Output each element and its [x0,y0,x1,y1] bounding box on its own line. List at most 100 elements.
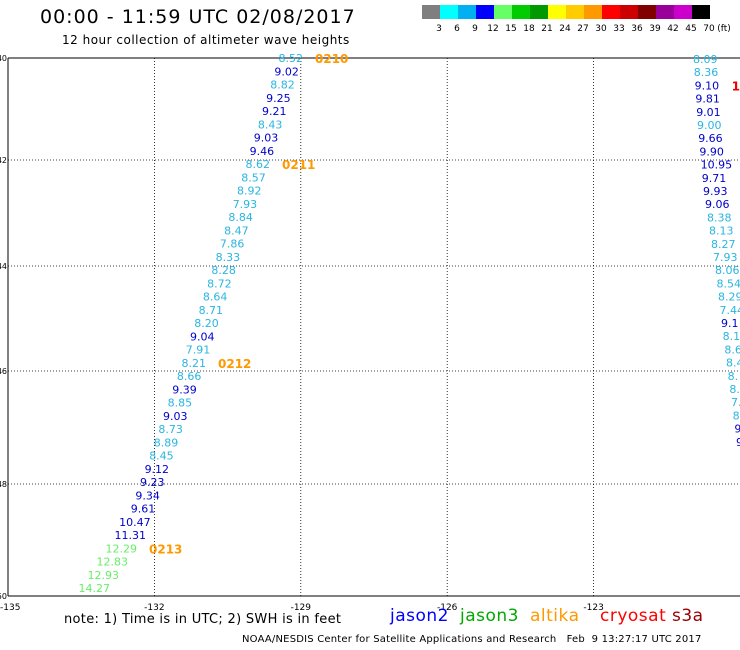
track2-wave-height: 7.93 [713,251,738,264]
track2-wave-height: 9. [734,423,740,436]
latitude-tick-label: 50 [0,592,7,601]
colorbar-tick-label: 27 [577,24,588,34]
track2-time-label: 1- [732,79,740,93]
colorbar-tick-label: 6 [454,24,460,34]
longitude-tick-label: -123 [583,603,603,613]
track1-wave-height: 9.21 [262,105,287,118]
colorbar-tick-label: 36 [631,24,643,34]
track2-wave-height: 8.36 [694,66,719,79]
track1-wave-height: 8.47 [224,224,249,237]
track1-wave-height: 8.92 [237,185,262,198]
track1-wave-height: 9.34 [135,489,160,502]
colorbar-swatch [458,5,476,19]
colorbar-swatch [602,5,620,19]
track1-wave-height: 8.71 [199,304,224,317]
latitude-tick-label: 48 [0,480,7,489]
colorbar-tick-label: 30 [595,24,607,34]
track1-wave-height: 8.21 [182,357,207,370]
track1-wave-height: 8.82 [270,79,295,92]
colorbar-tick-label: 15 [505,24,516,34]
track1-wave-height: 8.89 [154,436,179,449]
legend-altika: altika [530,606,580,626]
track2-wave-height: 9.1 [721,317,739,330]
track1-wave-height: 9.46 [250,145,275,158]
track2-wave-height: 9.71 [702,172,727,185]
track1-wave-height: 8.64 [203,291,228,304]
track1-wave-height: 9.02 [274,65,299,78]
track2-wave-height: 8. [729,383,740,396]
track1-wave-height: 8.72 [207,277,232,290]
track1-wave-height: 12.93 [88,569,120,582]
legend-s3a: s3a [672,606,704,626]
map-title: 00:00 - 11:59 UTC 02/08/2017 [40,6,356,28]
altimeter-map: -135-132-129-126-123-1204042444648508.52… [0,52,740,613]
track1-wave-height: 7.86 [220,238,245,251]
track1-wave-height: 8.73 [158,423,183,436]
track2-wave-height: 8.6 [724,343,740,356]
track1-wave-height: 9.03 [163,410,188,423]
track1-wave-height: 12.83 [97,556,129,569]
track1-wave-height: 9.25 [266,92,291,105]
track2-wave-height: 7.44 [720,304,740,317]
track1-wave-height: 8.45 [149,450,174,463]
track2-wave-height: 9.06 [705,198,730,211]
track2-wave-height: 9. [736,436,740,449]
colorbar-swatch [530,5,548,19]
colorbar-swatch [692,5,710,19]
colorbar-tick-label: 21 [541,24,552,34]
track1-wave-height: 8.52 [279,52,304,65]
colorbar-swatch [548,5,566,19]
latitude-tick-label: 42 [0,156,7,165]
colorbar-swatch [512,5,530,19]
track2-wave-height: 8.38 [707,211,732,224]
track2-wave-height: 9.81 [695,93,720,106]
track1-wave-height: 9.03 [254,132,279,145]
colorbar-swatch [674,5,692,19]
colorbar-swatch [656,5,674,19]
track1-time-label: 0210 [315,52,348,66]
colorbar-swatch [440,5,458,19]
track1-wave-height: 10.47 [119,516,151,529]
colorbar-swatch [566,5,584,19]
colorbar-swatch [584,5,602,19]
track2-wave-height: 8.09 [693,53,718,66]
track2-wave-height: 9.01 [696,106,721,119]
track1-wave-height: 8.85 [168,397,193,410]
colorbar-tick-label: 42 [667,24,678,34]
track1-wave-height: 7.91 [186,344,211,357]
footnote: note: 1) Time is in UTC; 2) SWH is in fe… [64,612,342,627]
track2-wave-height: 8.54 [717,277,740,290]
track2-wave-height: 8.1 [723,330,740,343]
track2-wave-height: 8.27 [711,238,736,251]
track1-wave-height: 8.28 [211,264,236,277]
colorbar-tick-label: 70 [703,24,715,34]
track1-wave-height: 8.20 [194,317,219,330]
track1-wave-height: 8.57 [241,171,266,184]
track2-wave-height: 9.00 [697,119,722,132]
track2-wave-height: 9.10 [695,79,720,92]
track1-wave-height: 9.39 [172,383,197,396]
colorbar-tick-label: 12 [487,24,498,34]
track1-wave-height: 8.43 [258,118,283,131]
track1-time-label: 0213 [149,542,182,556]
colorbar-swatch [476,5,494,19]
legend-jason3: jason3 [460,606,519,626]
track2-wave-height: 8. [733,409,740,422]
colorbar-swatch [638,5,656,19]
colorbar-swatch [422,5,440,19]
track1-wave-height: 11.31 [115,529,147,542]
legend-cryosat: cryosat [600,606,667,626]
track2-wave-height: 8.06 [715,264,740,277]
track1-wave-height: 12.29 [106,542,138,555]
colorbar-tick-label: 39 [649,24,661,34]
colorbar-tick-label: 3 [436,24,442,34]
track2-wave-height: 10.95 [701,159,733,172]
track1-wave-height: 9.61 [131,503,156,516]
track2-wave-height: 8.13 [709,225,734,238]
track2-wave-height: 8.4 [726,357,740,370]
longitude-tick-label: -126 [437,603,458,613]
track2-wave-height: 8.29 [718,291,740,304]
track1-wave-height: 9.04 [190,330,215,343]
track1-wave-height: 8.84 [228,211,253,224]
latitude-tick-label: 46 [0,367,7,376]
